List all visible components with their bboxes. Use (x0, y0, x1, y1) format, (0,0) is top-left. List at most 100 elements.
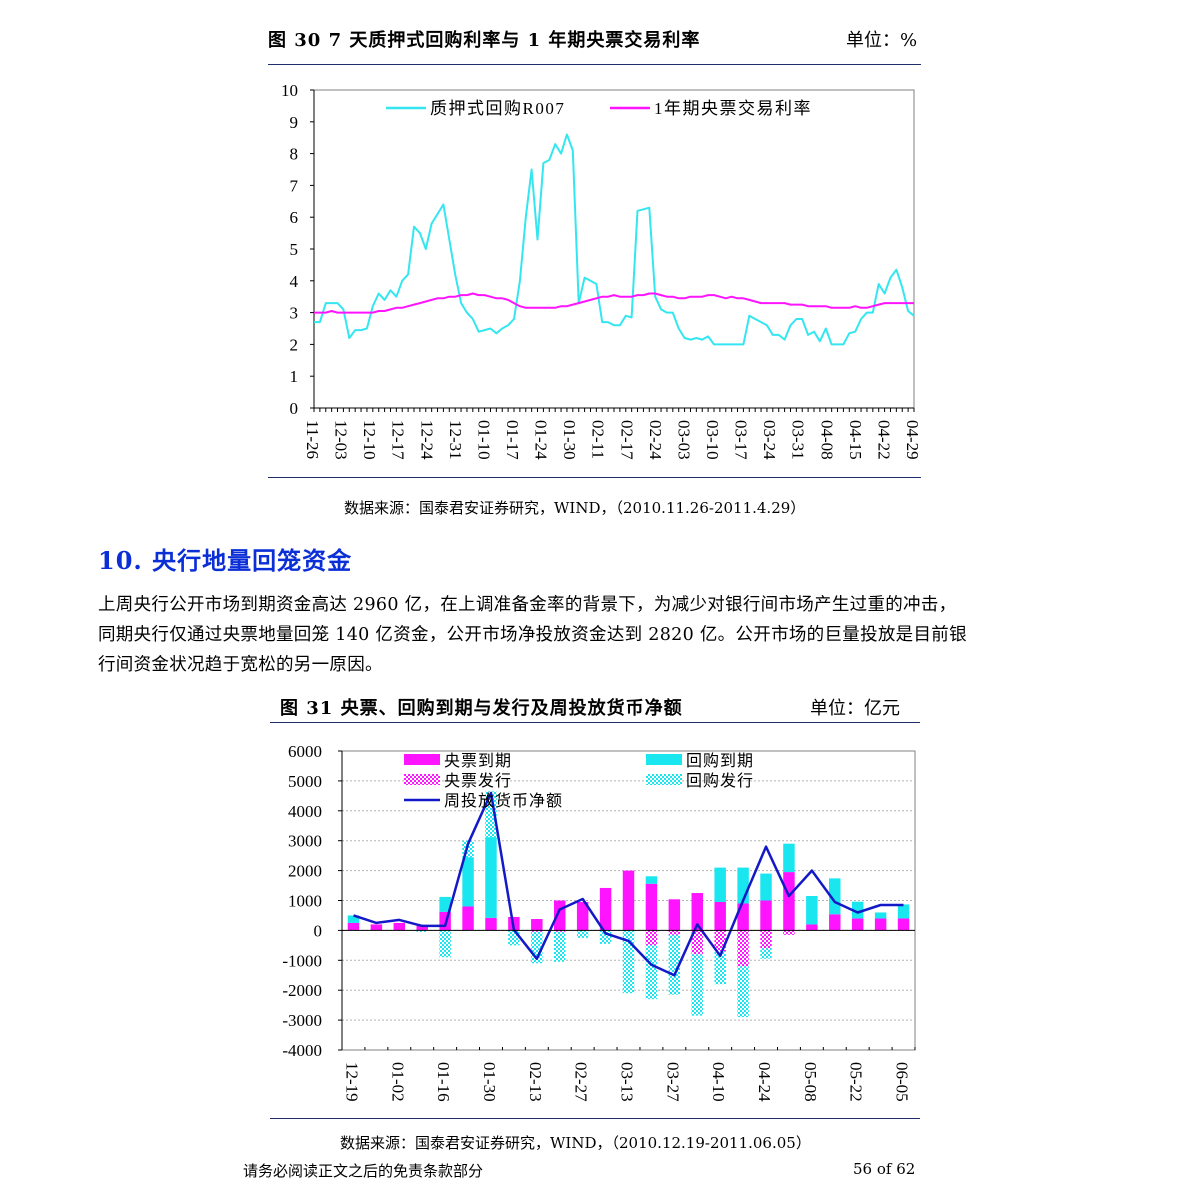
x-tick-label: 01-02 (388, 1062, 407, 1102)
paragraph-line: 同期央行仅通过央票地量回笼 140 亿资金，公开市场净投放资金达到 2820 亿… (98, 625, 967, 645)
x-tick-label: 01-17 (503, 420, 522, 460)
bar-segment (760, 930, 772, 949)
bar-segment (439, 896, 451, 912)
legend-label: 回购发行 (686, 772, 754, 790)
bar-segment (668, 934, 681, 995)
bar-segment (714, 951, 726, 985)
figure-31-bottom-rule (270, 1118, 920, 1119)
legend-label: 1年期央票交易利率 (654, 99, 812, 118)
bar-segment (714, 930, 726, 952)
y-tick-label: 3000 (288, 832, 322, 851)
section-paragraph: 上周央行公开市场到期资金高达 2960 亿，在上调准备金率的背景下，为减少对银行… (98, 590, 967, 680)
bar-segment (737, 930, 749, 967)
bar-segment (691, 893, 703, 931)
y-tick-label: 5 (290, 240, 299, 259)
figure-31-unit: 单位：亿元 (810, 698, 900, 719)
series-line (314, 292, 914, 314)
figure-30-chart: 0 1 2 3 4 5 6 7 8 9 10 11-26 12-03 12-10 12-17 12-24 12-… (281, 81, 922, 460)
y-tick-label: 7 (290, 176, 299, 195)
y-tick-label: -2000 (282, 981, 322, 1000)
figure-31-source: 数据来源：国泰君安证券研究，WIND，（2010.12.19-2011.06.0… (340, 1134, 811, 1152)
legend-swatch (646, 754, 682, 765)
figure-30-source: 数据来源：国泰君安证券研究，WIND，（2010.11.26-2011.4.29… (344, 499, 806, 517)
bar-segment (874, 912, 887, 919)
bar-segment (851, 901, 864, 919)
bar-segment (531, 919, 543, 931)
x-tick-label: 01-30 (560, 420, 579, 460)
bar-segment (829, 914, 841, 931)
y-tick-label: 6000 (288, 742, 322, 761)
series-line (314, 133, 915, 346)
bar-segment (416, 925, 428, 931)
x-tick-label: 12-10 (360, 420, 379, 460)
x-tick-label: 03-27 (663, 1062, 682, 1102)
x-tick-label: 12-17 (389, 420, 408, 460)
bar-segment (347, 915, 360, 923)
bar-segment (829, 878, 841, 915)
legend-swatch (404, 754, 440, 765)
bar-segment (576, 930, 589, 938)
bar-segment (691, 954, 703, 1016)
figure-31-top-rule (270, 722, 920, 723)
x-tick-label: 06-05 (893, 1062, 912, 1102)
bar-segment (576, 901, 589, 931)
section-heading: 10. 央行地量回笼资金 (98, 546, 353, 575)
bar-segment (737, 966, 749, 1018)
bar-segment (347, 922, 360, 931)
y-tick-label: -3000 (282, 1011, 322, 1030)
y-tick-label: 2000 (288, 862, 322, 881)
bar-segment (760, 948, 772, 959)
x-tick-label: 02-11 (589, 420, 608, 459)
x-tick-label: 02-13 (526, 1062, 545, 1102)
x-tick-label: 05-22 (847, 1062, 866, 1102)
bar-segment (622, 870, 635, 931)
y-tick-label: 1000 (288, 892, 322, 911)
x-tick-label: 03-10 (703, 420, 722, 460)
legend-label: 央票到期 (444, 752, 512, 770)
bar-segment (554, 930, 566, 932)
y-tick-label: 10 (281, 81, 298, 100)
x-tick-label: 04-24 (755, 1062, 774, 1102)
x-tick-label: 03-17 (732, 420, 751, 460)
bar-segment (760, 900, 772, 931)
bar-segment (783, 930, 795, 935)
figure-30-title: 图 30 7 天质押式回购利率与 1 年期央票交易利率 (268, 30, 701, 51)
figure-31-chart: 6000 5000 4000 3000 2000 1000 0 -1000 -2000 -3000… (282, 742, 916, 1102)
bar-segment (554, 900, 566, 931)
figure-30-top-rule (268, 64, 921, 65)
legend-label: 质押式回购R007 (430, 99, 565, 118)
bar-segment (439, 930, 451, 958)
bar-segment (714, 867, 726, 902)
plot-area (313, 89, 915, 409)
x-tick-label: 04-15 (846, 420, 865, 460)
x-tick-label: 03-13 (618, 1062, 637, 1102)
paragraph-line: 上周央行公开市场到期资金高达 2960 亿，在上调准备金率的背景下，为减少对银行… (98, 595, 957, 615)
bar-segment (622, 930, 635, 994)
bar-segment (393, 922, 406, 931)
bar-segment (783, 872, 795, 931)
bar-segment (737, 903, 749, 931)
x-tick-label: 02-27 (572, 1062, 591, 1102)
figure-31-title: 图 31 央票、回购到期与发行及周投放货币净额 (280, 698, 683, 719)
bar-segment (645, 930, 658, 946)
paragraph-line: 行间资金状况趋于宽松的另一原因。 (98, 655, 383, 675)
bar-segment (508, 930, 520, 946)
legend-label: 回购到期 (686, 752, 754, 770)
bar-segment (897, 904, 910, 919)
x-tick-label: 12-31 (446, 420, 465, 460)
bar-segment (462, 906, 474, 931)
bar-segment (554, 931, 566, 962)
bar-segment (806, 896, 818, 925)
bar-segment (668, 899, 681, 931)
bar-segment (714, 901, 726, 931)
bar-segment (370, 924, 383, 931)
legend-swatch (404, 774, 440, 785)
y-tick-label: 9 (290, 113, 299, 132)
x-tick-label: 12-24 (417, 420, 436, 460)
page-number: 56 of 62 (853, 1160, 916, 1178)
x-tick-label: 01-16 (434, 1062, 453, 1102)
bar-segment (783, 843, 795, 873)
x-tick-label: 03-31 (789, 420, 808, 460)
x-tick-label: 12-03 (332, 420, 351, 460)
legend-swatch (646, 774, 682, 785)
